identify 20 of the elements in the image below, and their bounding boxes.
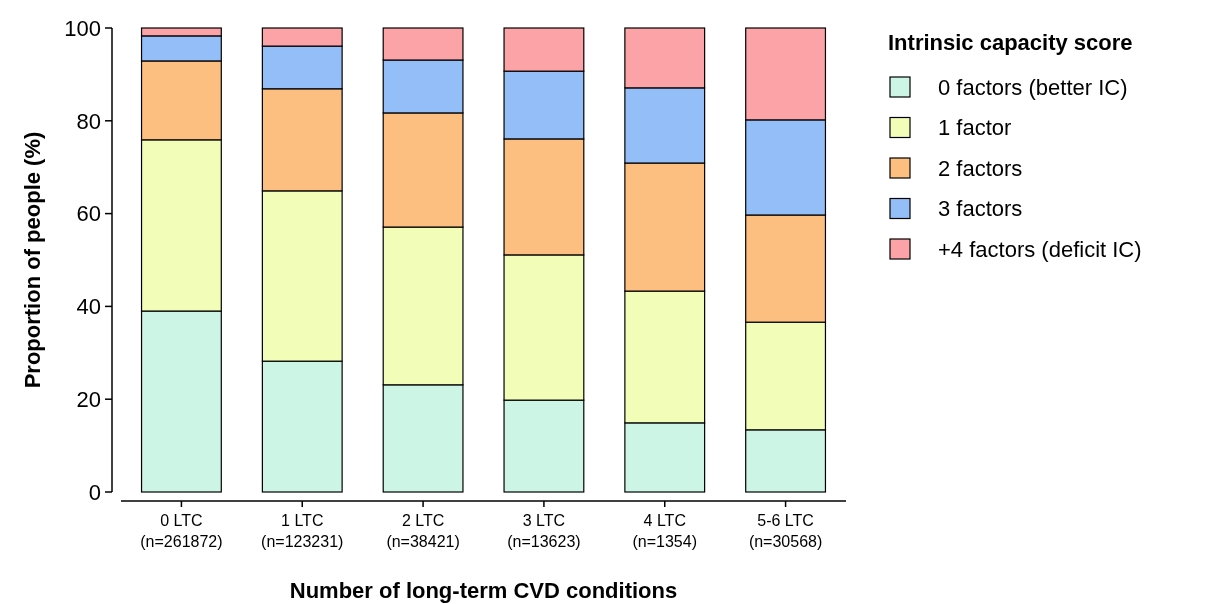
y-tick-label: 40: [76, 294, 101, 320]
x-tick-label: 0 LTC (n=261872): [140, 512, 223, 550]
x-tick-label: 1 LTC (n=123231): [261, 512, 344, 550]
y-tick-label: 0: [88, 479, 101, 505]
x-tick-label: 2 LTC (n=38421): [386, 512, 460, 550]
x-tick-label: 4 LTC (n=1354): [632, 512, 697, 550]
y-tick-label: 80: [76, 108, 101, 134]
y-tick-label: 20: [76, 386, 101, 412]
legend-label: 2 factors: [938, 155, 1023, 181]
y-tick-label: 100: [64, 15, 101, 41]
x-axis-title: Number of long-term CVD conditions: [289, 578, 678, 603]
legend-label: +4 factors (deficit IC): [938, 236, 1142, 262]
y-axis-title: Proportion of people (%): [20, 131, 45, 389]
x-tick-label: 3 LTC (n=13623): [507, 512, 581, 550]
legend-label: 0 factors (better IC): [938, 74, 1128, 100]
legend-label: 1 factor: [938, 115, 1012, 141]
legend-title: Intrinsic capacity score: [888, 30, 1133, 55]
legend-label: 3 factors: [938, 196, 1023, 222]
x-tick-label: 5-6 LTC (n=30568): [748, 512, 823, 550]
y-tick-label: 60: [76, 201, 101, 227]
